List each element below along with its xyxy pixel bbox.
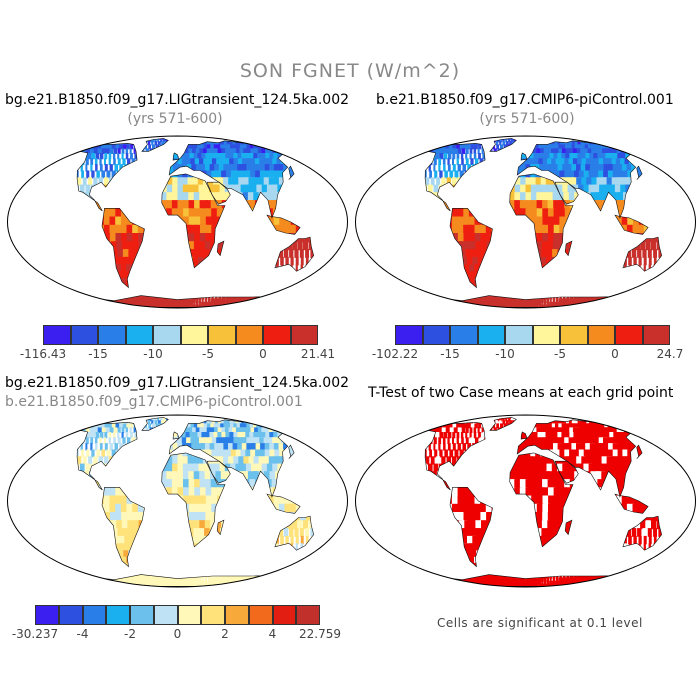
colorbar-cell: [235, 325, 263, 345]
colorbar-cell: [43, 325, 71, 345]
coastlines: [67, 417, 324, 587]
panel2-title: b.e21.B1850.f09_g17.CMIP6-piControl.001: [376, 92, 674, 108]
map-panel-2: [354, 135, 697, 309]
colorbar-tick-label: 0: [611, 347, 619, 361]
colorbar-cell: [290, 325, 318, 345]
colorbar-cell: [560, 325, 588, 345]
colorbar-cell: [505, 325, 533, 345]
map-outline: [354, 414, 697, 588]
map-outline: [6, 135, 349, 309]
colorbar-cell: [106, 605, 130, 625]
map-outline: [354, 135, 697, 309]
colorbar-cell: [450, 325, 478, 345]
colorbar-tick-label: 4: [268, 627, 277, 641]
colorbar-cell: [35, 605, 59, 625]
colorbar-cell: [263, 325, 291, 345]
colorbar-cell: [248, 605, 273, 625]
panel1-title: bg.e21.B1850.f09_g17.LIGtransient_124.5k…: [5, 92, 350, 108]
colorbar-cell: [395, 325, 423, 345]
colorbar-cell: [587, 325, 615, 345]
colorbar-tick-label: 0: [259, 347, 267, 361]
colorbar-tick-label: -10: [495, 347, 515, 361]
colorbar-cell: [201, 605, 225, 625]
panel3-subtitle: b.e21.B1850.f09_g17.CMIP6-piControl.001: [5, 394, 303, 410]
colorbar-3: [35, 605, 320, 625]
map-outline: [6, 414, 349, 588]
colorbar-tick-label: -116.43: [19, 347, 67, 361]
colorbar-cell: [208, 325, 236, 345]
colorbar-cell: [177, 605, 202, 625]
colorbar-tick-label: -102.22: [371, 347, 419, 361]
panel3-title: bg.e21.B1850.f09_g17.LIGtransient_124.5k…: [5, 375, 350, 391]
panel2-subtitle: (yrs 571-600): [479, 111, 575, 127]
colorbar-cell: [642, 325, 670, 345]
colorbar-tick-label: -15: [88, 347, 108, 361]
colorbar-cell: [532, 325, 560, 345]
figure-title: SON FGNET (W/m^2): [239, 60, 461, 82]
colorbar-tick-label: -2: [124, 627, 136, 641]
colorbar-tick-label: 2: [221, 627, 229, 641]
colorbar-1: [43, 325, 318, 345]
colorbar-tick-label: -4: [76, 627, 89, 641]
map-panel-1: [6, 135, 349, 309]
colorbar-cell: [58, 605, 83, 625]
colorbar-cell: [477, 325, 505, 345]
colorbar-tick-label: -15: [440, 347, 460, 361]
map-panel-3: [6, 414, 349, 588]
panel1-subtitle: (yrs 571-600): [127, 111, 223, 127]
colorbar-1-labels: -116.43 -15 -10 -5 0 21.41: [20, 347, 335, 363]
colorbar-cell: [125, 325, 153, 345]
colorbar-tick-label: 21.41: [300, 347, 336, 361]
colorbar-cell: [615, 325, 643, 345]
colorbar-2: [395, 325, 670, 345]
colorbar-cell: [82, 605, 107, 625]
colorbar-2-labels: -102.22 -15 -10 -5 0 24.7: [372, 347, 684, 363]
colorbar-tick-label: 22.759: [299, 627, 341, 641]
colorbar-cell: [130, 605, 154, 625]
colorbar-tick-label: 0: [173, 627, 182, 641]
significance-note: Cells are significant at 0.1 level: [437, 616, 643, 630]
colorbar-tick-label: 24.7: [656, 347, 684, 361]
colorbar-cell: [225, 605, 249, 625]
colorbar-cell: [180, 325, 208, 345]
colorbar-tick-label: -10: [143, 347, 163, 361]
colorbar-tick-label: -5: [554, 347, 566, 361]
colorbar-cell: [70, 325, 98, 345]
coastlines: [67, 138, 324, 308]
colorbar-tick-label: -30.237: [11, 627, 59, 641]
colorbar-cell: [422, 325, 450, 345]
colorbar-cell: [296, 605, 320, 625]
panel4-title: T-Test of two Case means at each grid po…: [368, 385, 674, 401]
colorbar-cell: [153, 605, 178, 625]
colorbar-tick-label: -5: [202, 347, 214, 361]
map-panel-4: [354, 414, 697, 588]
coastlines: [415, 417, 672, 587]
colorbar-3-labels: -30.237 -4 -2 0 2 4 22.759: [12, 627, 341, 643]
colorbar-cell: [98, 325, 126, 345]
colorbar-cell: [153, 325, 181, 345]
colorbar-cell: [272, 605, 297, 625]
